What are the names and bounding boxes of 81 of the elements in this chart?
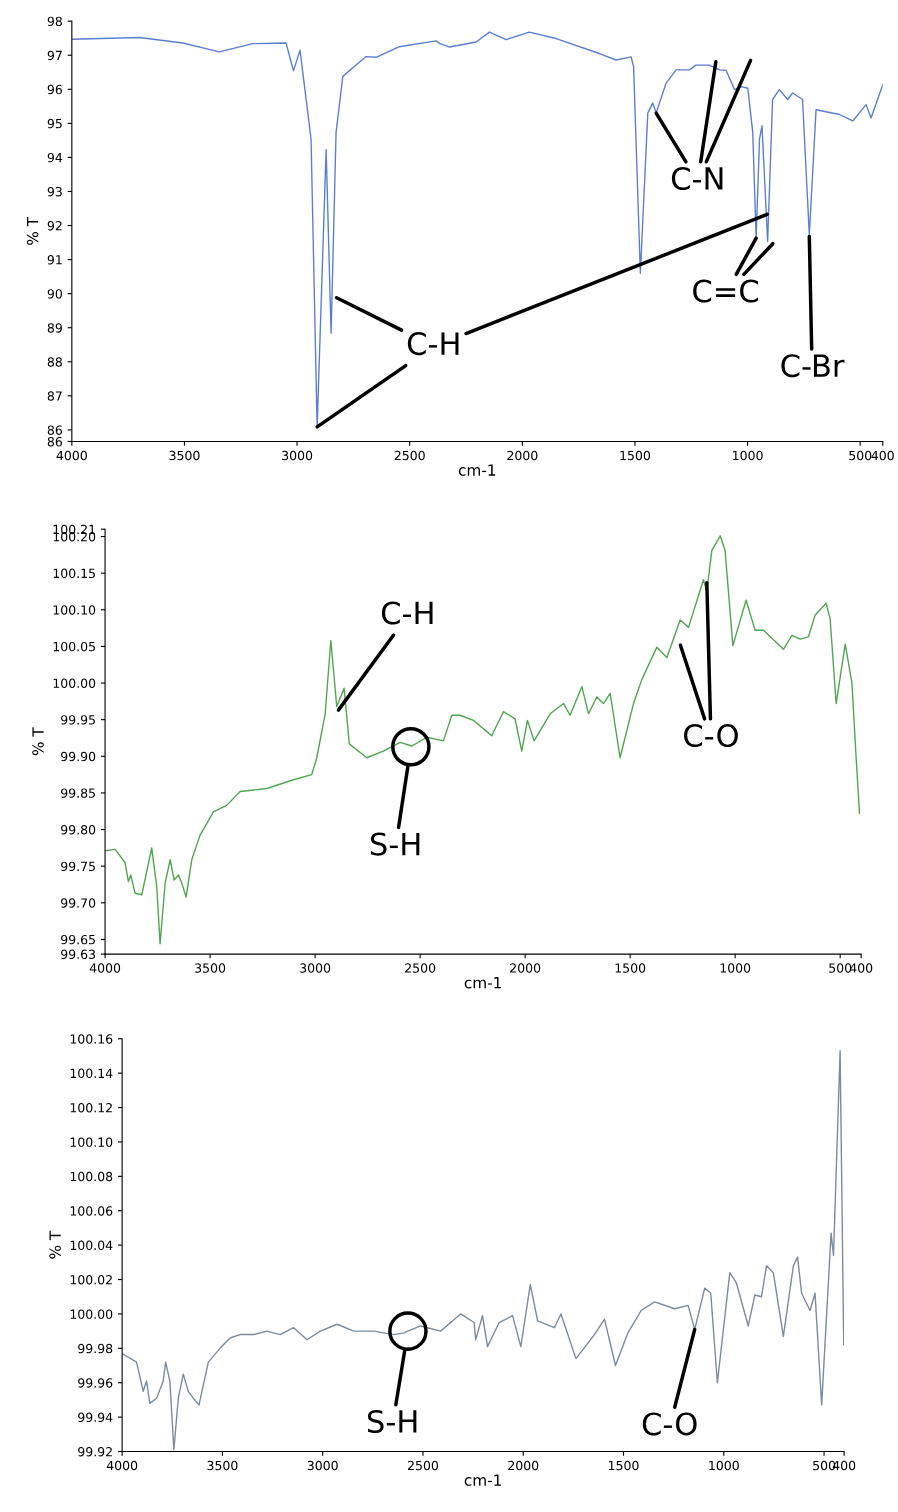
x-tick-label: 400 [871, 450, 894, 461]
y-tick-label: 100.14 [70, 1068, 113, 1079]
y-tick-label: 100.15 [53, 568, 95, 579]
annotation: C-H [381, 601, 433, 625]
y-tick-label: 99.90 [61, 751, 96, 762]
y-tick-label: 87 [47, 391, 62, 401]
y-tick-label: 100.06 [70, 1206, 113, 1216]
y-tick-label: 89 [47, 323, 62, 333]
y-tick-label: 100.04 [70, 1240, 113, 1251]
x-tick-label: 1000 [720, 963, 751, 973]
x-tick-label: 2500 [407, 1460, 439, 1471]
x-tick-label: 2500 [394, 450, 425, 461]
y-tick-label: 100.00 [53, 678, 96, 688]
line-series [105, 535, 861, 945]
y-tick-label: 91 [47, 255, 62, 265]
y-tick-label: 99.96 [78, 1378, 113, 1388]
y-tick-label: 100.16 [70, 1034, 113, 1044]
y-tick-label: 99.94 [78, 1412, 113, 1423]
y-tick-label: 93 [47, 186, 62, 197]
y-tick-label: 96 [47, 84, 63, 95]
x-axis-title: cm-1 [464, 1474, 501, 1486]
x-tick-label: 500 [829, 963, 852, 973]
y-tick-label: 100.10 [70, 1137, 113, 1147]
x-axis-title: cm-1 [458, 464, 496, 476]
annotation: S-H [370, 832, 420, 856]
y-tick-label: 86 [47, 425, 63, 435]
x-tick-label: 3000 [300, 963, 331, 973]
y-tick-label: 99.80 [61, 825, 96, 835]
x-tick-label: 4000 [106, 1460, 138, 1471]
y-tick-label: 97 [47, 50, 62, 61]
x-tick-label: 1000 [709, 1460, 739, 1471]
x-tick-label: 1500 [615, 963, 646, 973]
x-tick-label: 2000 [510, 963, 541, 973]
y-tick-label: 95 [47, 118, 62, 129]
x-tick-label: 4000 [89, 963, 121, 973]
y-tick-label: 100.10 [53, 605, 96, 615]
annotation: C-H [407, 332, 459, 356]
y-tick-label: 99.85 [61, 788, 95, 798]
x-tick-label: 2500 [405, 963, 436, 973]
x-tick-label: 4000 [56, 450, 87, 461]
x-tick-label: 1500 [620, 450, 651, 461]
y-tick-label: 100.00 [70, 1309, 113, 1319]
x-axis-title: cm-1 [464, 977, 501, 989]
annotation: C=C [693, 279, 759, 303]
x-tick-label: 3500 [169, 450, 200, 461]
y-axis-title: % T [49, 1230, 61, 1259]
y-tick-label: 100.08 [70, 1171, 113, 1182]
y-tick-label: 99.75 [61, 861, 95, 872]
y-tick-label: 92 [47, 221, 62, 231]
y-tick-label: 100.05 [53, 641, 95, 652]
x-tick-label: 2000 [508, 1460, 539, 1471]
y-tick-label: 99.70 [61, 898, 96, 908]
y-tick-label: 99.63 [61, 949, 96, 959]
x-tick-label: 3000 [282, 450, 313, 461]
y-tick-label: 99.95 [61, 715, 95, 725]
annotation: C-O [684, 723, 738, 748]
y-tick-label: 99.65 [61, 934, 95, 945]
annotation: C-O [642, 1412, 697, 1436]
y-tick-label: 99.98 [78, 1343, 113, 1354]
x-tick-label: 400 [849, 963, 873, 973]
y-axis-title: % T [32, 727, 44, 756]
x-tick-label: 1500 [608, 1460, 639, 1471]
annotation: C-Br [781, 354, 845, 378]
x-tick-label: 2000 [507, 450, 538, 461]
y-tick-label: 100.02 [70, 1275, 112, 1285]
y-tick-label: 90 [47, 289, 62, 299]
y-tick-label: 94 [47, 152, 63, 163]
line-series [71, 31, 883, 428]
y-tick-label: 86 [47, 436, 63, 447]
annotation: S-H [367, 1409, 417, 1434]
x-tick-label: 3500 [207, 1460, 238, 1471]
x-tick-label: 3000 [307, 1460, 338, 1471]
x-tick-label: 1000 [733, 450, 763, 461]
x-tick-label: 3500 [195, 963, 226, 973]
annotation: C-N [671, 166, 723, 191]
y-tick-label: 88 [47, 357, 62, 367]
x-tick-label: 500 [849, 450, 872, 461]
y-axis-title: % T [26, 216, 39, 245]
y-tick-label: 98 [47, 16, 62, 27]
y-tick-label: 99.92 [78, 1446, 112, 1457]
y-tick-label: 100.12 [70, 1103, 112, 1113]
